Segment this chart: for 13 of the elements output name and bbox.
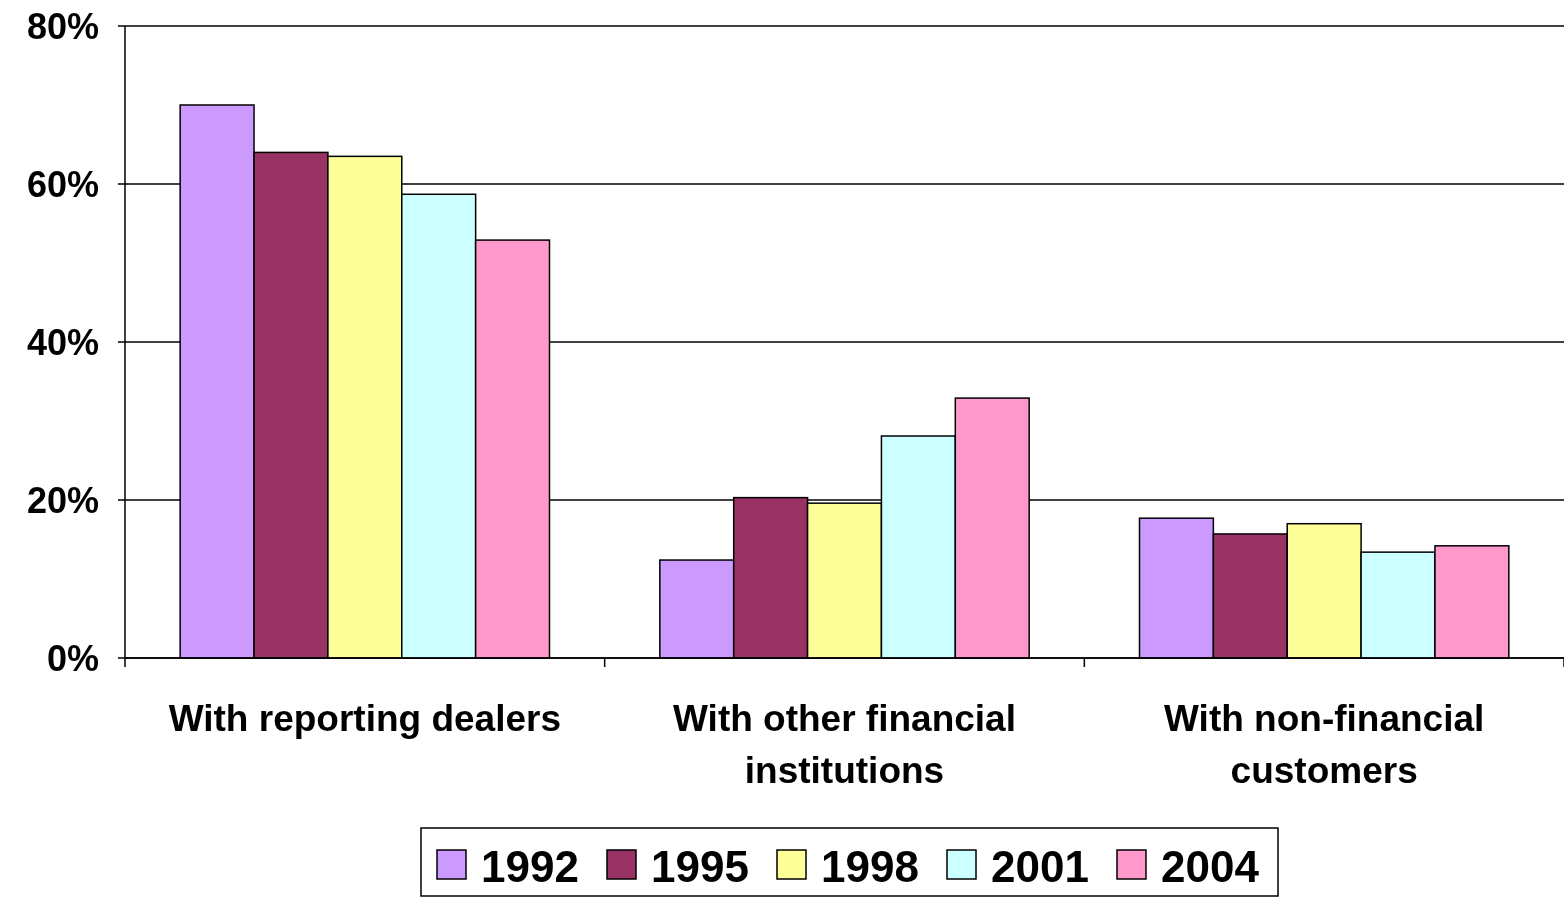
- y-tick-label: 40%: [26, 321, 99, 363]
- x-tick-label: With other financial institutions: [673, 697, 1016, 791]
- y-tick-label: 80%: [26, 5, 99, 47]
- legend-label: 1998: [821, 841, 919, 891]
- y-tick-label: 20%: [26, 479, 99, 521]
- legend-label: 2004: [1161, 841, 1260, 891]
- y-tick-label: 0%: [46, 637, 99, 679]
- legend-label: 1995: [651, 841, 749, 891]
- y-tick-label: 60%: [26, 163, 99, 205]
- legend-label: 1992: [481, 841, 579, 891]
- x-tick-label: With non-financial customers: [1164, 697, 1485, 791]
- legend-label: 2001: [991, 841, 1089, 891]
- x-tick-label: With reporting dealers: [168, 697, 562, 739]
